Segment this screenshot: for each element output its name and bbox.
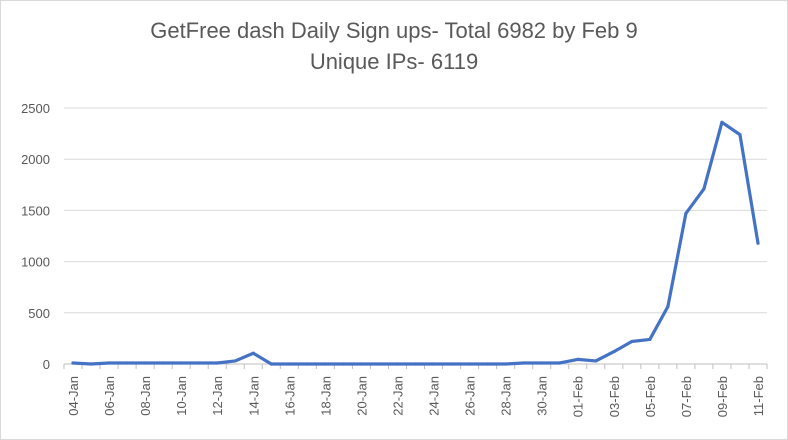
data-point-10-Jan bbox=[179, 361, 183, 365]
data-point-09-Jan bbox=[161, 361, 165, 365]
x-tick-label-26-Jan: 26-Jan bbox=[463, 376, 478, 416]
x-tick-label-28-Jan: 28-Jan bbox=[499, 376, 514, 416]
data-point-23-Jan bbox=[413, 362, 418, 366]
data-point-16-Jan bbox=[287, 362, 291, 366]
x-tick-label-08-Jan: 08-Jan bbox=[138, 376, 153, 416]
x-tick-label-22-Jan: 22-Jan bbox=[390, 376, 405, 416]
x-tick-label-10-Jan: 10-Jan bbox=[174, 376, 189, 416]
x-tick-label-04-Jan: 04-Jan bbox=[66, 376, 81, 416]
y-tick-label-1000: 1000 bbox=[21, 255, 50, 270]
data-point-05-Jan bbox=[89, 362, 93, 366]
data-point-11-Feb bbox=[756, 241, 760, 245]
chart-title-line-2: Unique IPs- 6119 bbox=[309, 49, 479, 74]
data-point-14-Jan bbox=[251, 351, 255, 355]
x-tick-label-16-Jan: 16-Jan bbox=[282, 376, 297, 416]
data-point-27-Jan bbox=[486, 362, 490, 366]
y-tick-label-500: 500 bbox=[28, 306, 50, 321]
data-point-22-Jan bbox=[395, 362, 400, 366]
data-point-12-Jan bbox=[215, 361, 219, 365]
x-tick-label-01-Feb: 01-Feb bbox=[571, 376, 586, 417]
data-point-19-Jan bbox=[341, 362, 345, 366]
data-point-07-Feb bbox=[684, 211, 688, 216]
data-point-10-Feb bbox=[738, 133, 742, 137]
data-point-08-Feb bbox=[702, 187, 706, 191]
x-tick-label-07-Feb: 07-Feb bbox=[679, 376, 694, 417]
data-point-04-Feb bbox=[630, 339, 634, 344]
data-point-03-Feb bbox=[612, 350, 616, 354]
x-tick-label-11-Feb: 11-Feb bbox=[751, 376, 766, 416]
data-point-20-Jan bbox=[359, 362, 364, 366]
data-point-04-Jan bbox=[71, 361, 75, 365]
x-tick-label-09-Feb: 09-Feb bbox=[715, 376, 730, 417]
data-point-31-Jan bbox=[558, 361, 562, 365]
y-tick-label-2000: 2000 bbox=[21, 152, 50, 167]
data-point-13-Jan bbox=[233, 359, 237, 363]
y-tick-label-1500: 1500 bbox=[21, 203, 50, 218]
data-point-29-Jan bbox=[522, 361, 526, 365]
data-point-30-Jan bbox=[540, 361, 544, 365]
data-point-18-Jan bbox=[323, 362, 327, 366]
data-point-05-Feb bbox=[648, 337, 652, 342]
x-tick-label-20-Jan: 20-Jan bbox=[354, 376, 369, 416]
data-point-08-Jan bbox=[143, 361, 147, 365]
data-point-28-Jan bbox=[504, 362, 508, 366]
data-point-01-Feb bbox=[576, 357, 580, 361]
x-tick-label-05-Feb: 05-Feb bbox=[643, 376, 658, 417]
x-tick-label-18-Jan: 18-Jan bbox=[318, 376, 333, 416]
data-point-09-Feb bbox=[720, 120, 724, 124]
data-point-11-Jan bbox=[197, 361, 201, 365]
data-point-26-Jan bbox=[467, 362, 472, 366]
chart-title: GetFree dash Daily Sign ups- Total 6982 … bbox=[1, 15, 787, 77]
x-tick-label-12-Jan: 12-Jan bbox=[210, 376, 225, 416]
data-point-25-Jan bbox=[449, 362, 454, 366]
data-point-06-Jan bbox=[107, 361, 111, 365]
x-tick-label-03-Feb: 03-Feb bbox=[607, 376, 622, 417]
x-tick-label-14-Jan: 14-Jan bbox=[246, 376, 261, 416]
data-point-02-Feb bbox=[594, 359, 598, 363]
data-point-21-Jan bbox=[377, 362, 382, 366]
data-point-07-Jan bbox=[125, 361, 129, 365]
data-point-15-Jan bbox=[269, 362, 273, 366]
chart-title-line-1: GetFree dash Daily Sign ups- Total 6982 … bbox=[150, 18, 638, 43]
x-tick-label-24-Jan: 24-Jan bbox=[427, 376, 442, 416]
x-tick-label-30-Jan: 30-Jan bbox=[535, 376, 550, 416]
y-tick-label-2500: 2500 bbox=[21, 101, 50, 116]
series-line-0 bbox=[71, 120, 760, 366]
x-tick-label-06-Jan: 06-Jan bbox=[102, 376, 117, 416]
data-point-24-Jan bbox=[431, 362, 436, 366]
data-point-17-Jan bbox=[305, 362, 309, 366]
data-point-06-Feb bbox=[666, 305, 670, 309]
y-tick-label-0: 0 bbox=[43, 357, 50, 372]
